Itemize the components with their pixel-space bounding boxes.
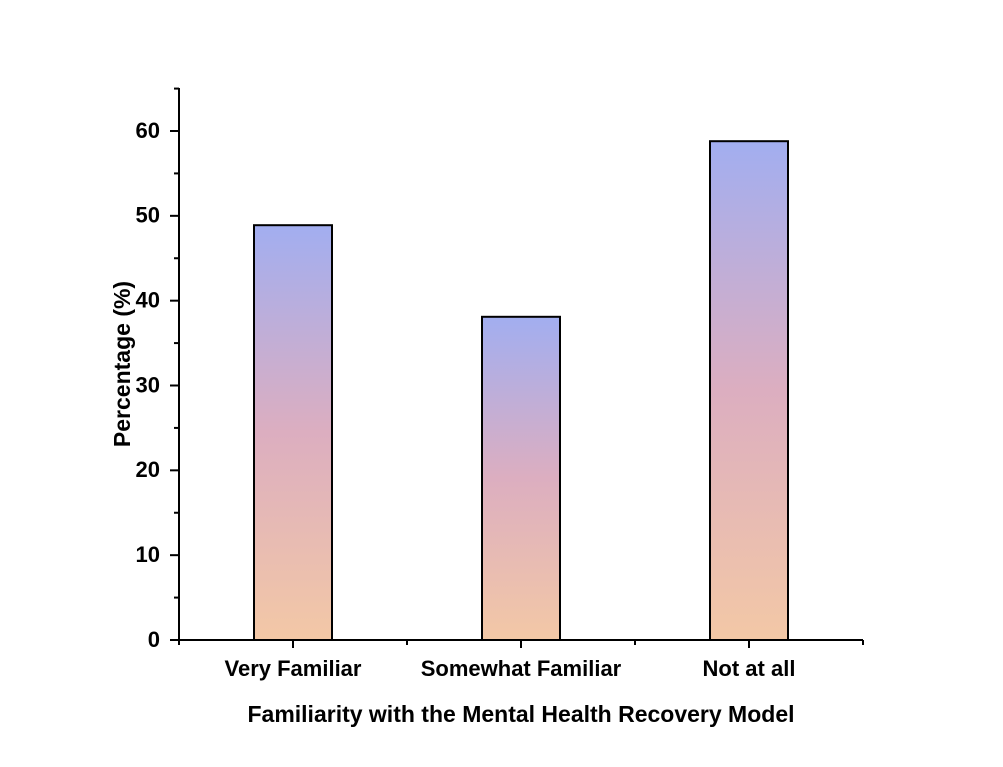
x-tick-label: Not at all xyxy=(703,656,796,681)
x-ticks-group: Very Familiar Somewhat Familiar Not at all xyxy=(178,640,864,681)
x-axis-title: Familiarity with the Mental Health Recov… xyxy=(247,701,794,727)
y-tick-label: 30 xyxy=(136,372,160,397)
y-ticks-group: 0 10 20 30 40 50 60 xyxy=(136,87,179,652)
y-tick-label: 0 xyxy=(148,627,160,652)
y-tick-label: 60 xyxy=(136,118,160,143)
bar-not-at-all xyxy=(709,140,789,641)
x-tick-label: Very Familiar xyxy=(225,656,362,681)
y-tick-label: 40 xyxy=(136,287,160,312)
bar-very-familiar xyxy=(253,224,333,641)
y-tick-label: 50 xyxy=(136,203,160,228)
y-axis-title: Percentage (%) xyxy=(109,281,135,447)
y-tick-label: 20 xyxy=(136,457,160,482)
y-tick-label: 10 xyxy=(136,542,160,567)
bar-somewhat-familiar xyxy=(481,315,561,641)
x-tick-label: Somewhat Familiar xyxy=(421,656,622,681)
bars-group xyxy=(253,140,789,641)
